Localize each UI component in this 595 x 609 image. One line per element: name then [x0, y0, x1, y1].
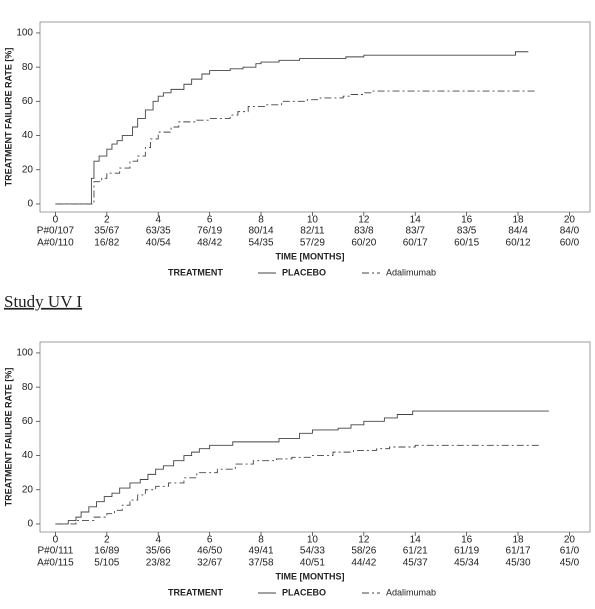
x-tick-label: 20 [564, 535, 576, 546]
x-tick-label: 18 [512, 215, 524, 226]
x-tick-label: 2 [104, 215, 110, 226]
survival-curve [55, 90, 537, 205]
risk-count: 61/17 [506, 546, 531, 557]
risk-count: 45/34 [454, 558, 479, 569]
x-tick-label: 14 [410, 215, 422, 226]
x-tick-label: 18 [512, 535, 524, 546]
y-tick-label: 40 [22, 450, 34, 461]
risk-count: 37/58 [249, 558, 274, 569]
legend-label: PLACEBO [282, 267, 326, 277]
survival-curve [55, 444, 542, 525]
y-tick-label: 100 [16, 28, 33, 39]
risk-count: P#0/107 [37, 226, 75, 237]
risk-count: 84/0 [560, 226, 580, 237]
y-tick-label: 60 [22, 416, 34, 427]
risk-count: 84/4 [508, 226, 528, 237]
x-tick-label: 12 [358, 215, 370, 226]
survival-curve [55, 410, 549, 525]
risk-count: 46/50 [197, 546, 222, 557]
x-tick-label: 0 [53, 535, 59, 546]
x-tick-label: 0 [53, 215, 59, 226]
risk-count: 16/89 [94, 546, 119, 557]
risk-count: 61/21 [403, 546, 428, 557]
x-tick-label: 16 [461, 535, 473, 546]
y-tick-label: 0 [27, 519, 33, 530]
x-tick-label: 6 [207, 215, 213, 226]
risk-count: 40/51 [300, 558, 325, 569]
x-tick-label: 20 [564, 215, 576, 226]
section-heading: Study UV I [4, 292, 82, 311]
risk-count: 35/67 [94, 226, 119, 237]
risk-count: 76/19 [197, 226, 222, 237]
risk-count: 83/8 [354, 226, 374, 237]
risk-count: 58/26 [351, 546, 376, 557]
risk-count: 49/41 [249, 546, 274, 557]
x-tick-label: 8 [258, 535, 264, 546]
x-axis-label: TIME [MONTHS] [276, 251, 345, 261]
risk-count: 60/15 [454, 238, 479, 249]
risk-count: 48/42 [197, 238, 222, 249]
risk-count: 60/20 [351, 238, 376, 249]
risk-count: 40/54 [146, 238, 171, 249]
risk-count: 44/42 [351, 558, 376, 569]
risk-count: 61/0 [560, 546, 580, 557]
y-tick-label: 60 [22, 96, 34, 107]
risk-count: 45/30 [506, 558, 531, 569]
x-tick-label: 8 [258, 215, 264, 226]
risk-count: 82/11 [300, 226, 325, 237]
risk-count: 32/67 [197, 558, 222, 569]
legend-label: PLACEBO [282, 587, 326, 597]
risk-count: 83/7 [405, 226, 425, 237]
plot-frame [39, 341, 591, 533]
risk-count: 60/12 [506, 238, 531, 249]
x-axis-label: TIME [MONTHS] [276, 571, 345, 581]
x-tick-label: 4 [155, 535, 161, 546]
y-tick-label: 0 [27, 199, 33, 210]
risk-count: 54/35 [249, 238, 274, 249]
risk-count: 54/33 [300, 546, 325, 557]
legend-title: TREATMENT [168, 587, 223, 597]
risk-count: P#0/111 [38, 546, 74, 557]
x-tick-label: 14 [410, 535, 422, 546]
risk-count: A#0/110 [37, 238, 74, 249]
risk-count: 23/82 [146, 558, 171, 569]
y-tick-label: 20 [22, 484, 34, 495]
risk-count: 35/66 [146, 546, 171, 557]
risk-count: 61/19 [454, 546, 479, 557]
risk-count: A#0/115 [37, 558, 74, 569]
x-tick-label: 16 [461, 215, 473, 226]
y-tick-label: 20 [22, 164, 34, 175]
risk-count: 45/0 [560, 558, 580, 569]
risk-count: 80/14 [249, 226, 274, 237]
risk-count: 83/5 [457, 226, 477, 237]
risk-count: 5/105 [94, 558, 119, 569]
risk-count: 16/82 [94, 238, 119, 249]
y-tick-label: 40 [22, 130, 34, 141]
x-tick-label: 10 [307, 215, 319, 226]
y-tick-label: 80 [22, 382, 34, 393]
plot-frame [39, 21, 591, 213]
risk-count: 60/17 [403, 238, 428, 249]
x-tick-label: 4 [155, 215, 161, 226]
y-tick-label: 80 [22, 62, 34, 73]
x-tick-label: 2 [104, 535, 110, 546]
y-axis-label: TREATMENT FAILURE RATE [%] [3, 48, 13, 187]
risk-count: 45/37 [403, 558, 428, 569]
y-axis-label: TREATMENT FAILURE RATE [%] [3, 368, 13, 507]
legend-label: Adalimumab [386, 267, 436, 277]
risk-count: 57/29 [300, 238, 325, 249]
legend-title: TREATMENT [168, 267, 223, 277]
y-tick-label: 100 [16, 348, 33, 359]
legend-label: Adalimumab [386, 587, 436, 597]
risk-count: 63/35 [146, 226, 171, 237]
survival-curve [55, 51, 529, 205]
x-tick-label: 10 [307, 535, 319, 546]
risk-count: 60/0 [560, 238, 580, 249]
x-tick-label: 12 [358, 535, 370, 546]
x-tick-label: 6 [207, 535, 213, 546]
